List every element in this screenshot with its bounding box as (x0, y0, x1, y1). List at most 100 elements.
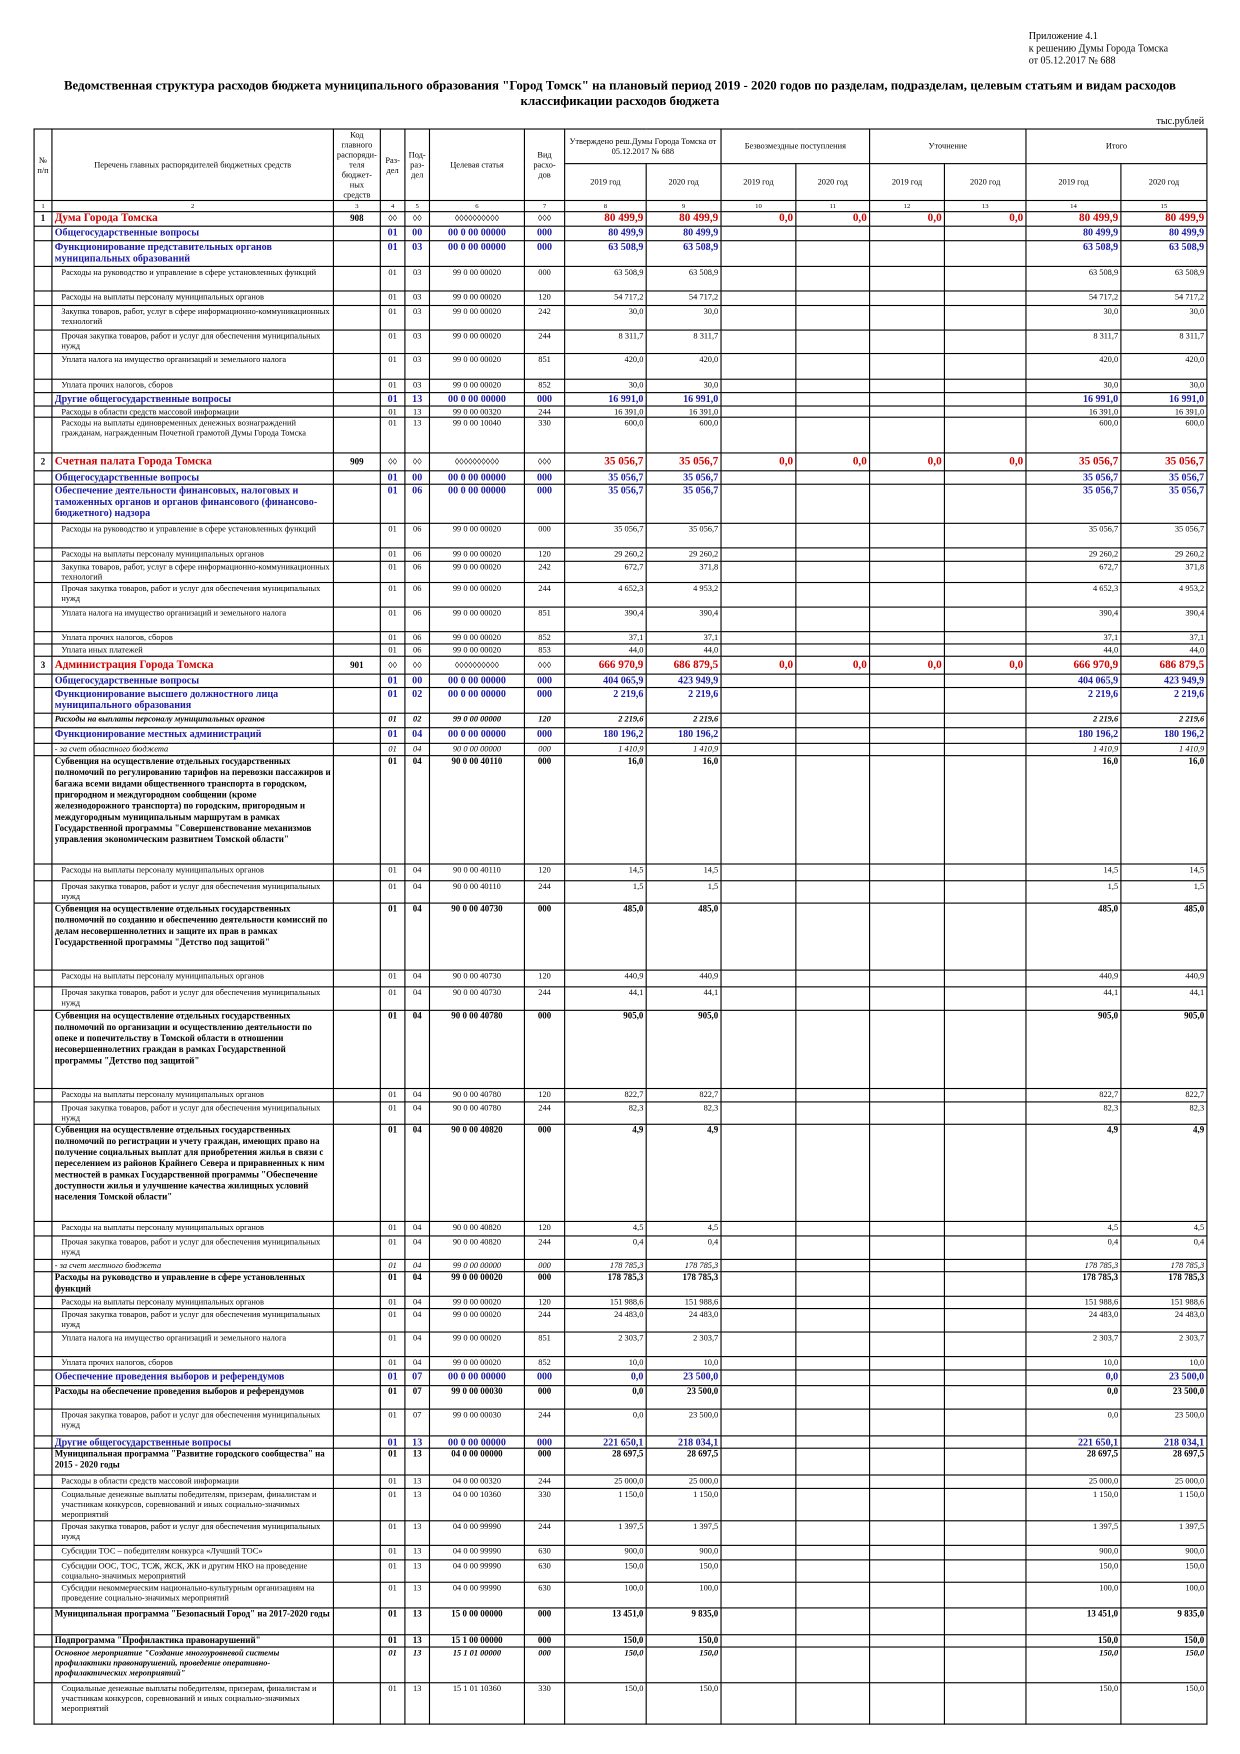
code-cell (33, 986, 53, 1011)
table-row: Субсидии некоммерческим национально-куль… (33, 1581, 1208, 1609)
code-cell (332, 969, 381, 988)
amount-cell (795, 986, 871, 1011)
amount-cell: 100,0 (564, 1581, 647, 1609)
amount-cell: 8 311,7 (564, 329, 647, 355)
amount-cell: 35 056,7 (645, 452, 722, 472)
amount-cell (795, 1356, 871, 1371)
table-row: Уплата налога на имущество организаций и… (33, 606, 1208, 633)
amount-cell: 150,0 (1025, 1682, 1122, 1725)
code-cell: 01 (379, 1544, 406, 1561)
amount-cell: 1 150,0 (564, 1487, 647, 1522)
amount-cell: 1 410,9 (564, 742, 647, 757)
amount-cell: 672,7 (564, 560, 647, 584)
item-name: Уплата прочих налогов, сборов (51, 378, 334, 394)
code-cell: 99 0 00 00020 (428, 329, 525, 355)
code-cell (33, 727, 53, 744)
amount-cell (720, 686, 797, 714)
table-row: Прочая закупка товаров, работ и услуг дл… (33, 1308, 1208, 1333)
code-cell: 13 (404, 1607, 431, 1636)
header-cell: Под-раз-дел (404, 128, 431, 202)
year-header: 2020 год (1120, 162, 1208, 202)
code-cell: 99 0 00 00020 (428, 643, 525, 657)
amount-cell: 150,0 (645, 1634, 722, 1648)
code-cell: 90 0 00 40820 (428, 1123, 525, 1222)
code-cell (33, 1581, 53, 1609)
code-cell: 000 (523, 1369, 566, 1387)
code-cell (33, 1308, 53, 1333)
code-cell: 90 0 00 40730 (428, 969, 525, 988)
item-name: Уплата налога на имущество организаций и… (51, 606, 334, 633)
amount-cell (943, 863, 1027, 882)
amount-cell: 0,0 (943, 211, 1027, 227)
amount-cell (795, 483, 871, 524)
amount-cell: 485,0 (564, 902, 647, 971)
amount-cell (795, 755, 871, 865)
code-cell (332, 606, 381, 633)
amount-cell: 23 500,0 (645, 1408, 722, 1437)
item-name: - за счет местного бюджета (51, 1258, 334, 1273)
code-cell: 90 0 00 40780 (428, 1009, 525, 1090)
amount-cell (720, 643, 797, 657)
code-cell: 01 (379, 1559, 406, 1583)
code-cell (33, 352, 53, 380)
code-cell (332, 470, 381, 485)
amount-cell: 600,0 (645, 416, 722, 454)
code-cell: 13 (404, 1544, 431, 1561)
amount-cell: 1 397,5 (1025, 1520, 1122, 1546)
year-header: 2019 год (1025, 162, 1122, 202)
code-cell (332, 643, 381, 657)
table-row: 3 Администрация Города Томска 901 ◊◊ ◊◊ ◊◊◊◊◊… (33, 655, 1208, 675)
amount-cell: 0,0 (795, 211, 871, 227)
amount-cell (943, 880, 1027, 904)
table-row: Муниципальная программа "Безопасный Горо… (33, 1607, 1208, 1636)
code-cell: 000 (523, 1447, 566, 1476)
amount-cell: 150,0 (1120, 1634, 1208, 1648)
group-header: Итого (1025, 128, 1208, 165)
amount-cell (943, 902, 1027, 971)
code-cell: 00 0 00 00000 (428, 392, 525, 407)
amount-cell: 150,0 (564, 1682, 647, 1725)
code-cell: 99 0 00 00000 (428, 1258, 525, 1273)
code-cell (332, 1235, 381, 1260)
amount-cell: 0,4 (564, 1235, 647, 1260)
amount-cell (720, 1369, 797, 1387)
amount-cell (943, 483, 1027, 524)
amount-cell (795, 522, 871, 549)
amount-cell: 35 056,7 (1025, 470, 1122, 485)
code-cell (332, 225, 381, 242)
code-cell: 04 (404, 755, 431, 865)
code-cell (332, 863, 381, 882)
amount-cell: 23 500,0 (1120, 1385, 1208, 1410)
amount-cell: 2 219,6 (1120, 686, 1208, 714)
amount-cell: 420,0 (1025, 352, 1122, 380)
table-row: Обеспечение деятельности финансовых, нал… (33, 483, 1208, 524)
code-cell: 04 (404, 986, 431, 1011)
code-cell: 04 (404, 902, 431, 971)
code-cell (33, 1369, 53, 1387)
code-cell (332, 1447, 381, 1476)
code-cell: 244 (523, 405, 566, 418)
amount-cell (943, 547, 1027, 562)
code-cell: 000 (523, 902, 566, 971)
amount-cell: 35 056,7 (564, 483, 647, 524)
amount-cell: 63 508,9 (564, 240, 647, 267)
code-cell: 01 (379, 1646, 406, 1684)
code-cell: 01 (379, 1295, 406, 1310)
table-row: Другие общегосударственные вопросы 01 13 00… (33, 1435, 1208, 1449)
amount-cell: 25 000,0 (645, 1474, 722, 1489)
amount-cell (795, 352, 871, 380)
code-cell: 99 0 00 00020 (428, 606, 525, 633)
amount-cell: 80 499,9 (1025, 211, 1122, 227)
item-name: Расходы на выплаты персоналу муниципальн… (51, 547, 334, 562)
code-cell (332, 1087, 381, 1103)
code-cell (332, 1474, 381, 1489)
amount-cell: 0,0 (943, 655, 1027, 675)
code-cell (332, 1369, 381, 1387)
amount-cell (795, 742, 871, 757)
code-cell: 330 (523, 1682, 566, 1725)
header-cell: Раз-дел (379, 128, 406, 202)
code-cell: 244 (523, 1474, 566, 1489)
column-number: 6 (428, 199, 525, 213)
amount-cell (795, 1520, 871, 1546)
amount-cell: 2 219,6 (645, 686, 722, 714)
